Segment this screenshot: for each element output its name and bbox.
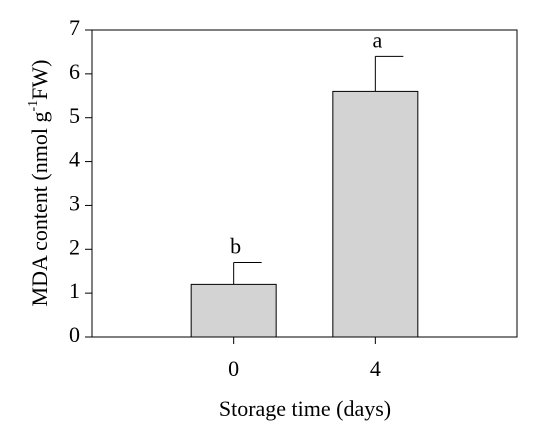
y-axis-label-sup: -1 xyxy=(26,100,41,112)
y-tick-label: 7 xyxy=(69,15,80,40)
bar xyxy=(190,283,277,338)
x-tick-label: 0 xyxy=(228,356,239,381)
y-tick-label: 6 xyxy=(69,59,80,84)
bar-annotation: b xyxy=(230,233,241,258)
y-tick-label: 0 xyxy=(69,322,80,347)
y-axis-label-after: FW) xyxy=(27,60,52,100)
y-axis-label-text: MDA content (nmol g xyxy=(27,112,52,307)
bar-annotation: a xyxy=(372,27,382,52)
x-axis-label: Storage time (days) xyxy=(219,396,391,421)
y-tick-label: 3 xyxy=(69,190,80,215)
y-tick-label: 2 xyxy=(69,234,80,259)
y-axis-label: MDA content (nmol g-1FW) xyxy=(26,60,52,307)
y-tick-label: 5 xyxy=(69,103,80,128)
y-tick-label: 1 xyxy=(69,278,80,303)
plot-frame xyxy=(91,29,518,338)
bar xyxy=(332,90,419,338)
y-tick-label: 4 xyxy=(69,147,80,172)
x-tick-label: 4 xyxy=(370,356,381,381)
